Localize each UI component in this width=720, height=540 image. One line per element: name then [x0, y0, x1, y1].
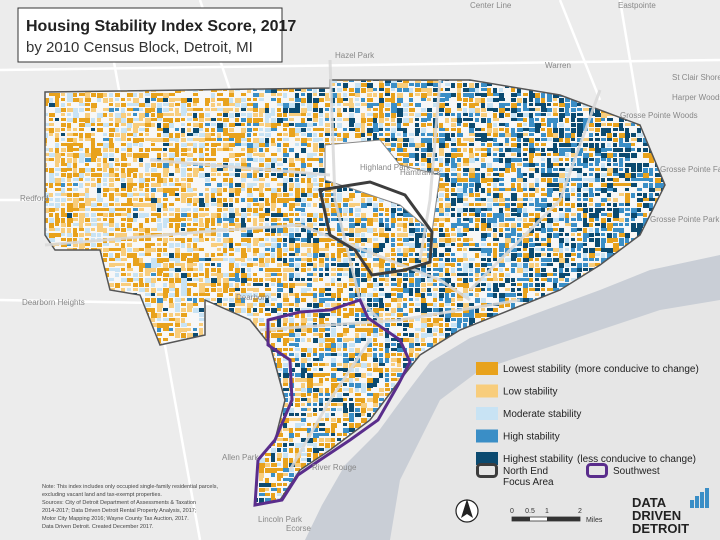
scale-bar-seg: [547, 517, 580, 521]
place-label: Harper Woods: [672, 93, 720, 102]
place-label: Grosse Pointe Woods: [620, 111, 698, 120]
road: [0, 58, 720, 72]
place-labels: Center Line Eastpointe Warren St Clair Shor…: [20, 1, 720, 533]
legend-label: Lowest stability: [503, 364, 571, 375]
place-label: Redford: [20, 194, 48, 203]
legend-swatch: [476, 429, 498, 443]
legend-swatch: [476, 384, 498, 398]
area-swatch: [586, 463, 608, 478]
block-group: [49, 80, 665, 505]
scale-bar: 0 0.5 1 2 Miles: [510, 508, 603, 524]
scale-unit: Miles: [586, 517, 603, 524]
legend-swatch: [476, 362, 498, 375]
legend-label: Low stability: [503, 387, 557, 398]
logo-bar: [690, 500, 694, 508]
highways: [44, 59, 602, 471]
north-arrow: [455, 499, 479, 523]
area-label: Focus Area: [503, 477, 554, 488]
north-end-outline: [318, 180, 434, 277]
place-label: Center Line: [470, 1, 512, 10]
notes: Note: This index includes only occupied …: [42, 484, 218, 530]
logo-bar: [700, 492, 704, 508]
logo-word: DATA: [632, 495, 667, 510]
note-line: Sources: City of Detroit Department of A…: [42, 500, 196, 506]
legend: Lowest stability (more conducive to chang…: [476, 362, 699, 488]
scale-label: 0: [510, 508, 514, 515]
road: [618, 0, 642, 121]
legend-note: (less conducive to change): [577, 454, 696, 465]
place-label: River Rouge: [312, 463, 357, 472]
legend-swatch: [476, 407, 498, 420]
logo-bar: [695, 496, 699, 508]
place-label: Dearborn Heights: [22, 298, 85, 307]
scale-label: 0.5: [525, 508, 535, 515]
place-label: Allen Park: [222, 453, 259, 462]
place-label: Grosse Pointe Farms: [660, 165, 720, 174]
highway: [328, 59, 382, 322]
city-boundary: [44, 79, 666, 506]
place-label: Hamtramck: [400, 168, 442, 177]
highway: [149, 158, 331, 177]
area-swatch: [476, 463, 498, 478]
note-line: Data Driven Detroit. Created December 20…: [42, 524, 154, 530]
legend-label: High stability: [503, 432, 560, 443]
place-label: Dearborn: [236, 293, 269, 302]
note-line: excluding vacant land and tax-exempt pro…: [42, 492, 162, 498]
highway: [418, 79, 442, 261]
north-arrow-head: [461, 499, 473, 518]
legend-swatch: [476, 452, 498, 465]
legend-label: Moderate stability: [503, 409, 581, 420]
scale-label: 1: [545, 508, 549, 515]
note-line: Motor City Mapping 2016; Wayne County Ta…: [42, 516, 189, 522]
scale-bar-seg: [512, 517, 530, 521]
logo-word: DETROIT: [632, 521, 689, 536]
area-label: Southwest: [613, 466, 660, 477]
place-label: St Clair Shores: [672, 73, 720, 82]
area-label: North End: [503, 466, 548, 477]
place-label: Eastpointe: [618, 1, 656, 10]
place-label: Grosse Pointe Park: [650, 215, 720, 224]
highway: [44, 223, 471, 302]
logo-bar: [705, 488, 709, 508]
subtitle: by 2010 Census Block, Detroit, MI: [26, 39, 253, 56]
note-line: Note: This index includes only occupied …: [42, 484, 218, 490]
place-label: Hazel Park: [335, 51, 375, 60]
scale-label: 2: [578, 508, 582, 515]
road: [558, 0, 602, 101]
canada-land: [390, 300, 720, 540]
legend-note: (more conducive to change): [575, 364, 699, 375]
logo-word: DRIVEN: [632, 508, 681, 523]
legend-label: Highest stability: [503, 454, 573, 465]
place-label: Warren: [545, 61, 571, 70]
place-label: Highland Park: [360, 163, 411, 172]
title: Housing Stability Index Score, 2017: [26, 18, 296, 35]
southwest-outline: [253, 298, 412, 507]
note-line: 2014-2017; Data Driven Detroit Rental Pr…: [42, 508, 197, 514]
highway: [259, 298, 521, 332]
title-box: [17, 7, 283, 63]
highway: [288, 339, 372, 471]
place-label: Lincoln Park: [258, 515, 303, 524]
highway: [468, 89, 602, 292]
place-label: Ecorse: [286, 524, 311, 533]
